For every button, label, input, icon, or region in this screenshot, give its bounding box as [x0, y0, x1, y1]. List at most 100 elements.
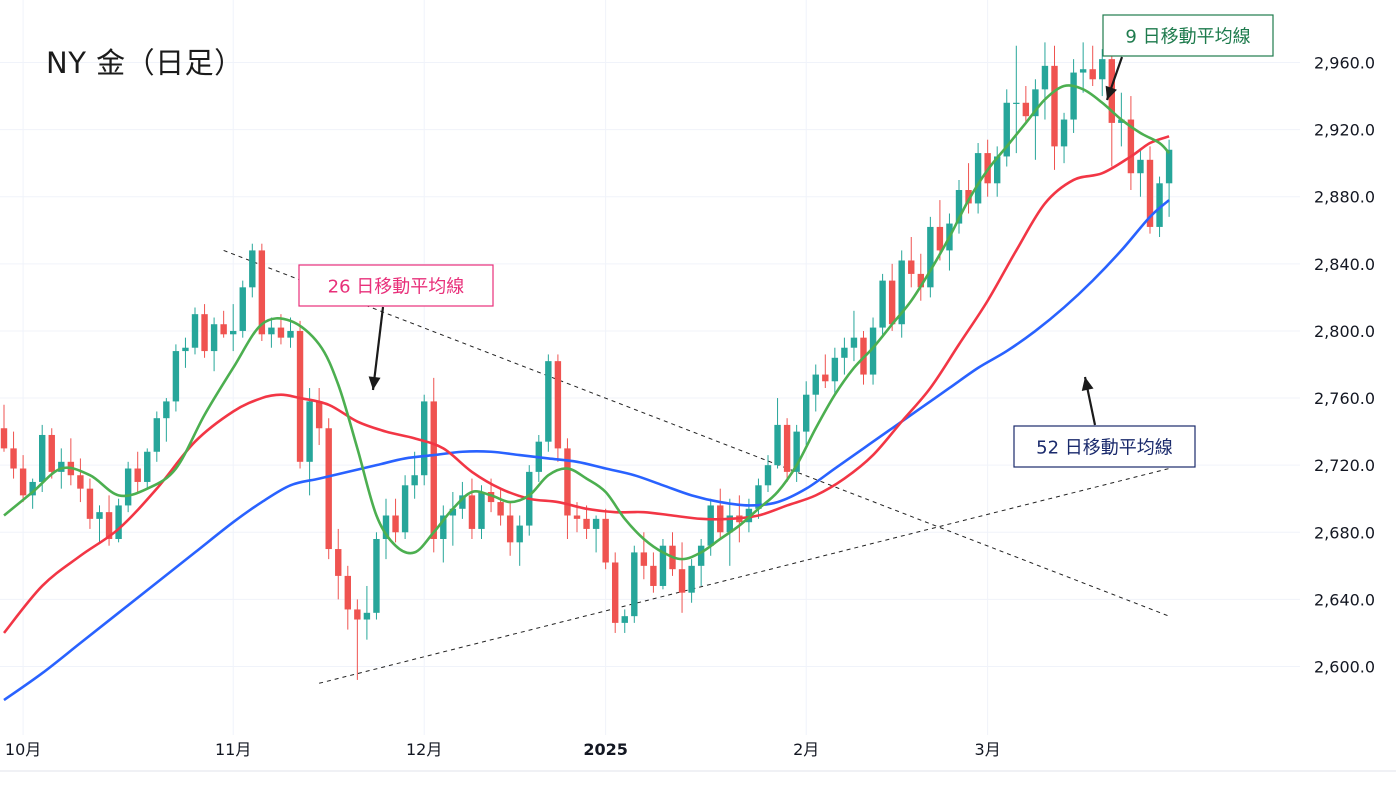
candle [774, 398, 781, 469]
candle [583, 505, 590, 539]
candle [554, 354, 562, 462]
candle [1060, 112, 1068, 164]
candle [124, 461, 132, 513]
legend-arrow-head [1105, 85, 1117, 100]
candle-body [612, 562, 619, 623]
candle [10, 431, 17, 479]
candle-body [468, 495, 476, 529]
candle [602, 508, 609, 570]
candle [841, 337, 848, 375]
candle-body [583, 518, 590, 529]
candle-body [153, 418, 160, 452]
candle [927, 216, 934, 298]
candle-body [19, 468, 27, 496]
chart-title: NY 金（日足） [46, 46, 244, 80]
candle-body [1013, 102, 1020, 104]
candle [545, 354, 552, 452]
candle [478, 485, 485, 539]
candle-body [554, 361, 562, 449]
y-tick-label: 2,640.0 [1314, 590, 1375, 609]
candle [783, 418, 791, 482]
candle-body [172, 351, 180, 402]
candle [115, 498, 122, 543]
x-tick-label: 2025 [583, 740, 628, 759]
candle [0, 404, 8, 452]
candle-body [124, 468, 132, 506]
y-tick-label: 2,720.0 [1314, 456, 1375, 475]
candle [497, 488, 504, 526]
candle [230, 304, 237, 352]
candle-body [1099, 59, 1106, 80]
candle [287, 317, 294, 348]
candle-body [459, 495, 466, 509]
candle [344, 565, 351, 630]
candle-body [917, 273, 924, 288]
candle [220, 310, 227, 338]
trendline-resistance [223, 249, 1170, 617]
candle-body [1022, 102, 1030, 117]
candle [373, 532, 380, 620]
candle-body [516, 525, 523, 543]
candle [201, 304, 208, 358]
candle [669, 532, 676, 576]
candle-body [1089, 69, 1096, 80]
candle [1032, 79, 1039, 160]
candle-body [239, 287, 246, 331]
candle [850, 310, 858, 362]
candle [1127, 96, 1135, 191]
candle [363, 585, 371, 640]
candle-body [506, 515, 514, 543]
candle-body [888, 280, 896, 325]
candle-body [210, 324, 218, 352]
candle-body [1079, 69, 1087, 73]
candle-body [144, 451, 151, 482]
candle-body [1070, 72, 1077, 120]
candle-body [163, 401, 170, 419]
candle [153, 411, 160, 462]
y-tick-label: 2,880.0 [1314, 188, 1375, 207]
candle-body [497, 502, 504, 516]
candle [516, 515, 523, 566]
candle-body [898, 260, 905, 325]
x-tick-label: 11月 [215, 740, 251, 759]
candle-body [306, 401, 313, 462]
legend-arrow-head [368, 376, 381, 390]
x-tick-label: 12月 [406, 740, 442, 759]
candle [1003, 89, 1010, 167]
candle-body [936, 226, 944, 251]
candle-body [363, 612, 371, 620]
candle [994, 146, 1001, 197]
candle-body [258, 250, 266, 335]
x-tick-label: 10月 [5, 740, 41, 759]
candle-body [783, 424, 791, 472]
candle [1022, 85, 1030, 123]
candle [239, 280, 246, 338]
candle-body [927, 226, 934, 288]
candle-body [315, 401, 323, 429]
candle-body [678, 569, 686, 593]
candle-body [382, 515, 390, 539]
candle-body [430, 401, 437, 539]
candle [955, 179, 963, 234]
candle-body [1003, 102, 1010, 157]
candle-body [268, 327, 275, 335]
candle [793, 424, 800, 482]
candle [1146, 146, 1154, 234]
candle-body [277, 327, 285, 338]
candle-body [29, 481, 36, 496]
candle-body [592, 518, 600, 529]
candle [812, 364, 819, 412]
candle-body [1146, 159, 1154, 227]
candle [335, 528, 342, 600]
candle [879, 273, 886, 338]
legend-text: 9 日移動平均線 [1125, 27, 1250, 48]
y-tick-label: 2,760.0 [1314, 389, 1375, 408]
candle-body [640, 552, 648, 566]
candle-body [335, 549, 342, 576]
candle [631, 545, 638, 623]
legend-box [1102, 14, 1274, 57]
candle [401, 475, 409, 539]
candle [449, 492, 457, 546]
candle-body [220, 324, 227, 335]
